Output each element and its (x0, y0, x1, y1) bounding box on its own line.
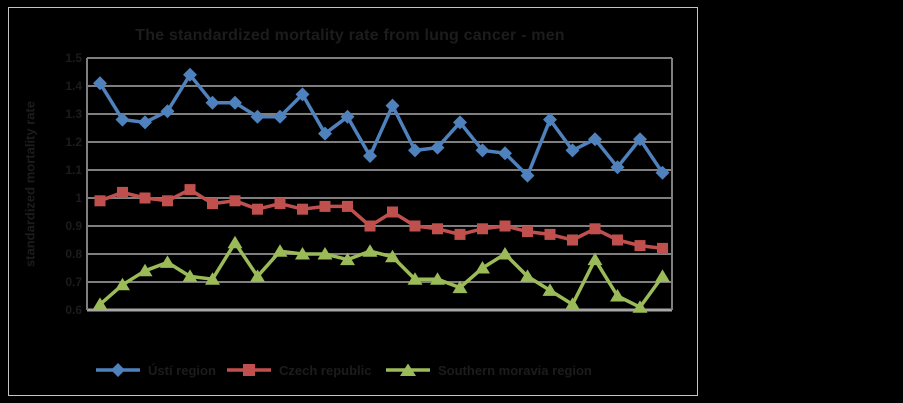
triangle-marker-icon (407, 272, 423, 285)
diamond-marker-icon (273, 109, 287, 124)
diamond-marker-icon (475, 143, 490, 158)
square-marker-icon (207, 198, 218, 210)
y-tick-label: 1 (75, 191, 82, 205)
triangle-marker-icon (587, 252, 603, 266)
square-marker-icon (589, 223, 601, 235)
square-marker-icon (342, 200, 353, 212)
triangle-marker-icon (362, 244, 378, 257)
triangle-marker-icon (520, 269, 535, 282)
triangle-marker-icon (295, 247, 310, 260)
y-tick-label: 1.1 (65, 163, 82, 177)
square-marker-icon (409, 220, 421, 232)
triangle-marker-icon (655, 269, 670, 282)
triangle-marker-icon (160, 255, 175, 268)
square-marker-icon (297, 203, 308, 215)
diamond-marker-icon (430, 140, 445, 155)
square-marker-icon (454, 228, 466, 240)
triangle-marker-icon (610, 289, 625, 302)
diamond-marker-icon (183, 67, 197, 82)
diamond-marker-icon (295, 87, 310, 102)
square-marker-icon (522, 226, 533, 238)
diamond-marker-icon (610, 160, 625, 175)
series-line-0 (98, 73, 664, 178)
square-marker-icon (139, 192, 151, 204)
square-marker-icon (612, 234, 623, 246)
triangle-marker-icon (542, 283, 558, 296)
diamond-marker-icon (588, 132, 602, 147)
diamond-marker-icon (160, 104, 175, 119)
triangle-marker-icon (385, 249, 400, 263)
triangle-marker-icon (565, 297, 580, 310)
square-marker-icon (162, 195, 173, 207)
diamond-marker-icon (520, 168, 535, 183)
y-tick-label: 1.2 (65, 135, 82, 149)
y-tick-label: 0.8 (65, 247, 82, 261)
diamond-marker-icon (655, 165, 670, 180)
triangle-marker-icon (137, 263, 153, 277)
triangle-marker-icon (632, 300, 648, 313)
square-marker-icon (657, 242, 668, 254)
diamond-marker-icon (340, 109, 355, 124)
diamond-marker-icon (228, 95, 242, 110)
triangle-marker-icon (340, 252, 355, 266)
diamond-marker-icon (93, 76, 107, 91)
square-marker-icon (229, 195, 241, 207)
y-tick-label: 1.4 (65, 79, 82, 93)
y-tick-label: 1.3 (65, 107, 82, 121)
diamond-marker-icon (453, 115, 467, 130)
square-marker-icon (94, 195, 106, 207)
square-marker-icon (544, 228, 556, 240)
triangle-marker-icon (430, 272, 445, 285)
y-tick-label: 1.5 (65, 51, 82, 65)
triangle-marker-icon (475, 261, 490, 274)
square-marker-icon (117, 186, 128, 198)
diamond-marker-icon (498, 146, 512, 161)
diamond-marker-icon (543, 112, 557, 127)
triangle-marker-icon (452, 280, 468, 294)
square-marker-icon (364, 220, 376, 232)
diamond-marker-icon (633, 132, 647, 147)
diamond-marker-icon (363, 149, 377, 163)
triangle-marker-icon (92, 297, 108, 310)
triangle-marker-icon (205, 272, 220, 285)
series-line-2 (98, 241, 664, 309)
square-marker-icon (252, 203, 263, 215)
diamond-marker-icon (115, 112, 130, 127)
triangle-marker-icon (272, 244, 288, 257)
square-marker-icon (274, 198, 286, 210)
square-marker-icon (432, 223, 443, 235)
triangle-marker-icon (182, 269, 198, 282)
diamond-marker-icon (385, 98, 400, 113)
y-tick-label: 0.7 (65, 275, 82, 289)
triangle-marker-icon (497, 247, 513, 260)
triangle-marker-icon (115, 277, 130, 291)
square-marker-icon (387, 206, 398, 218)
square-marker-icon (477, 223, 488, 235)
diamond-marker-icon (205, 95, 220, 110)
triangle-marker-icon (250, 269, 265, 282)
diamond-marker-icon (565, 143, 580, 158)
square-marker-icon (634, 240, 646, 252)
square-marker-icon (184, 184, 196, 196)
chart-title: The standardized mortality rate from lun… (135, 27, 565, 44)
diamond-marker-icon (138, 115, 152, 130)
square-marker-icon (499, 220, 511, 232)
y-tick-label: 0.6 (65, 303, 82, 317)
diamond-marker-icon (408, 143, 422, 158)
diamond-marker-icon (318, 126, 332, 141)
diamond-marker-icon (250, 109, 265, 124)
y-tick-label: 0.9 (65, 219, 82, 233)
square-marker-icon (319, 200, 331, 212)
square-marker-icon (567, 234, 578, 246)
triangle-marker-icon (227, 235, 243, 249)
triangle-marker-icon (317, 247, 333, 260)
